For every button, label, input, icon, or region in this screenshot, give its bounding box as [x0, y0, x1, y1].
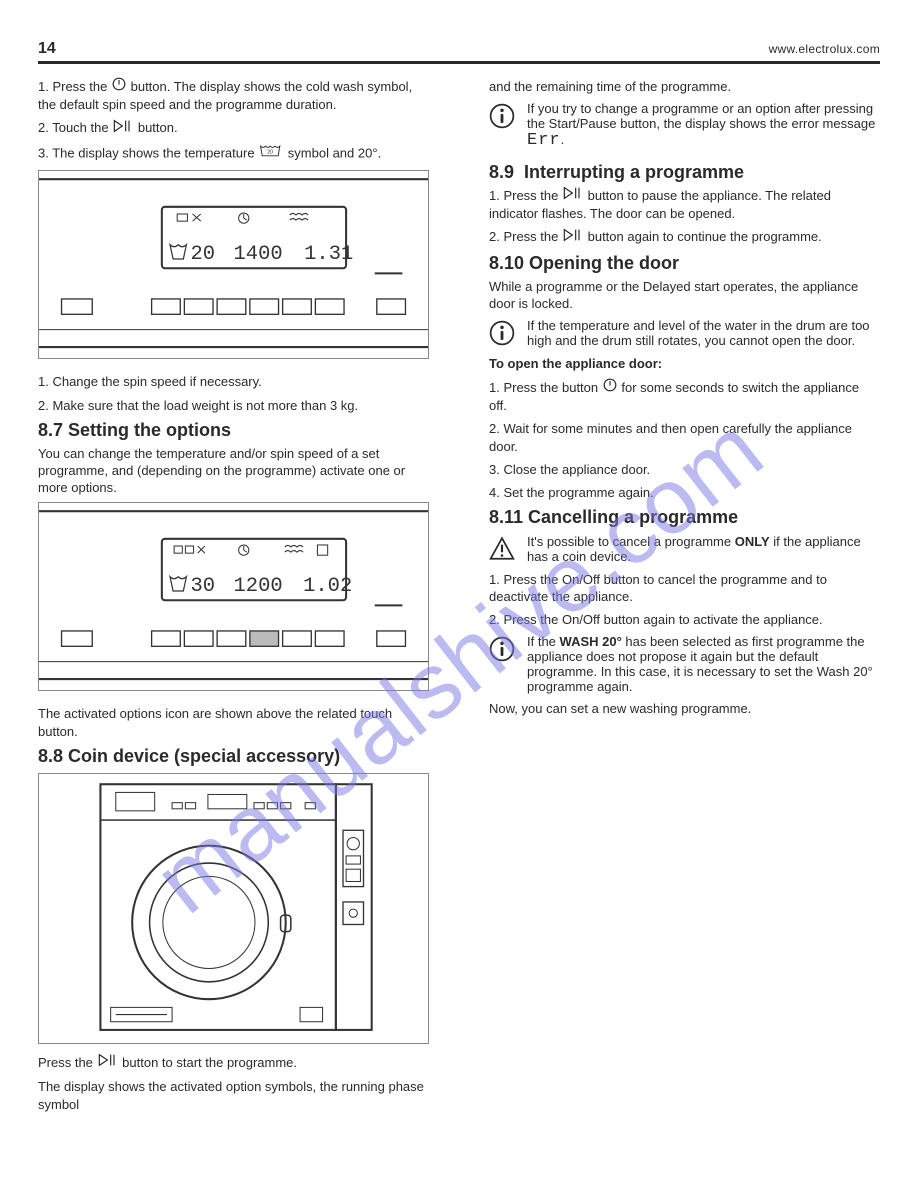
heading-8-9-num: 8.9 [489, 162, 514, 183]
info-block-2: If the temperature and level of the wate… [489, 318, 880, 349]
play-pause-icon [113, 119, 133, 137]
play-pause-icon [563, 228, 583, 246]
heading-8-10: 8.10 Opening the door [489, 253, 880, 274]
svg-text:1200: 1200 [234, 575, 283, 598]
right-p2: 1. Press the button to pause the applian… [489, 187, 880, 223]
panel-figure-2: 30 1200 1.02 [38, 502, 429, 691]
right-p1: and the remaining time of the programme. [489, 78, 880, 95]
page-header: 14 www.electrolux.com [38, 40, 880, 64]
info-icon [489, 650, 515, 665]
power-icon [603, 378, 617, 396]
err-text: Err [527, 131, 561, 150]
svg-text:30: 30 [191, 575, 216, 598]
heading-8-11: 8.11 Cancelling a programme [489, 507, 880, 528]
panel-figure-1: 20 1400 1.31 [38, 170, 429, 359]
header-rule [38, 61, 880, 64]
heading-8-8: 8.8 Coin device (special accessory) [38, 746, 429, 767]
right-ol2-1: 1. Press the button for some seconds to … [489, 379, 880, 415]
header-url: www.electrolux.com [769, 42, 880, 56]
appliance-figure [38, 773, 429, 1044]
left-p3: 3. The display shows the temperature 20 … [38, 144, 429, 164]
info-icon [489, 117, 515, 132]
left-p6: Press the button to start the programme. [38, 1054, 429, 1073]
warning-block: It's possible to cancel a programme ONLY… [489, 534, 880, 565]
right-p5-bold: To open the appliance door: [489, 355, 880, 372]
svg-text:1.02: 1.02 [303, 575, 352, 598]
svg-text:1400: 1400 [234, 243, 283, 266]
right-p4: While a programme or the Delayed start o… [489, 278, 880, 312]
play-pause-icon [563, 186, 583, 204]
svg-text:1.31: 1.31 [304, 243, 353, 266]
left-column: 1. Press the button. The display shows t… [38, 78, 429, 1119]
warning-icon [489, 550, 515, 565]
right-p8: Now, you can set a new washing programme… [489, 700, 880, 717]
left-p7: The display shows the activated option s… [38, 1078, 429, 1112]
left-p1: 1. Press the button. The display shows t… [38, 78, 429, 114]
right-p7: 2. Press the On/Off button again to acti… [489, 611, 880, 628]
right-p6: 1. Press the On/Off button to cancel the… [489, 571, 880, 605]
info-block-3: If the WASH 20° has been selected as fir… [489, 634, 880, 694]
left-ol1-1: 1. Change the spin speed if necessary. [38, 373, 429, 390]
right-column: and the remaining time of the programme.… [489, 78, 880, 1119]
info-icon [489, 334, 515, 349]
right-ol2-2: 2. Wait for some minutes and then open c… [489, 420, 880, 454]
play-pause-icon [98, 1053, 118, 1071]
heading-8-7: 8.7 Setting the options [38, 420, 429, 441]
basin-20-icon: 20 [259, 143, 283, 163]
right-ol2-3: 3. Close the appliance door. [489, 461, 880, 478]
svg-text:20: 20 [267, 149, 273, 155]
svg-text:20: 20 [191, 243, 216, 266]
power-icon [112, 77, 126, 95]
left-p4: You can change the temperature and/or sp… [38, 445, 429, 496]
right-p3: 2. Press the button again to continue th… [489, 228, 880, 247]
right-ol2-4: 4. Set the programme again. [489, 484, 880, 501]
left-p2: 2. Touch the button. [38, 119, 429, 138]
heading-8-9: Interrupting a programme [524, 162, 744, 183]
page-number: 14 [38, 40, 56, 58]
info-block-1: If you try to change a programme or an o… [489, 101, 880, 150]
left-p5: The activated options icon are shown abo… [38, 705, 429, 739]
left-ol1-2: 2. Make sure that the load weight is not… [38, 397, 429, 414]
